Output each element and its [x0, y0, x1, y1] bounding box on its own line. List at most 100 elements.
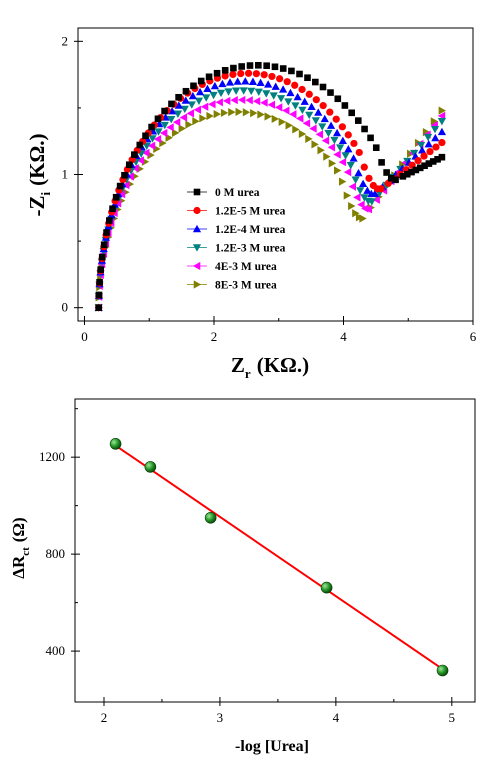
legend-label: 1.2E-3 M urea: [215, 243, 286, 255]
series-point: [100, 241, 108, 249]
series-point: [323, 152, 331, 161]
legend-entry: 1.2E-5 M urea: [187, 206, 286, 218]
series-point: [205, 73, 213, 81]
series-point: [208, 100, 216, 109]
series-point: [195, 87, 205, 96]
series-point: [229, 70, 237, 79]
series-point: [372, 144, 380, 151]
series-point: [319, 83, 327, 91]
series-point: [262, 90, 271, 98]
series-point: [279, 65, 287, 72]
nyquist-x-axis-title: Zr (KΩ.): [231, 353, 309, 381]
series-point: [284, 98, 293, 106]
legend-label: 1.2E-5 M urea: [215, 206, 286, 218]
series-point: [289, 110, 297, 119]
series-point: [392, 176, 399, 184]
series-point: [418, 146, 427, 154]
series-point: [378, 159, 385, 166]
series-point: [298, 129, 307, 139]
series-point: [328, 159, 337, 168]
fit-line: [115, 444, 444, 670]
series-point: [233, 77, 242, 85]
series-point: [202, 94, 211, 102]
series-point: [338, 123, 346, 131]
series-point: [300, 97, 309, 105]
nyquist-chart: 0 2 4 6 0 1 2 0 M urea 1.2E-5 M urea 1.2E-4 M ur…: [25, 27, 477, 381]
series-point: [309, 124, 317, 133]
series-point: [121, 171, 128, 179]
series-point: [338, 136, 347, 145]
series-point: [252, 70, 260, 78]
data-point: [144, 461, 157, 473]
series-point: [242, 108, 251, 117]
series-point: [293, 92, 302, 101]
series-point: [298, 85, 306, 94]
series-point: [430, 125, 440, 134]
series-point: [213, 69, 221, 77]
series-point: [244, 69, 253, 77]
series-point: [112, 193, 120, 201]
series-point: [314, 108, 323, 116]
series-point: [142, 148, 150, 157]
series-point: [197, 77, 205, 85]
series-point: [267, 100, 276, 109]
y-axis-main: -Z: [25, 196, 49, 217]
series-point: [98, 253, 106, 261]
series-point: [148, 123, 155, 131]
legend-label: 4E-3 M urea: [215, 261, 277, 273]
series-point: [213, 110, 222, 119]
series-point: [315, 130, 324, 139]
series-point: [136, 141, 144, 149]
series-point: [416, 164, 424, 172]
x-tick-label: 2: [101, 710, 108, 725]
nyquist-series-marks: [94, 61, 447, 312]
series-point: [125, 161, 133, 169]
series-point: [154, 115, 162, 123]
series-point: [206, 111, 214, 121]
series-point: [182, 87, 190, 95]
series-point: [175, 93, 182, 101]
series-point: [103, 229, 110, 236]
series-point: [268, 72, 276, 81]
nyquist-ticks: 0 2 4 6 0 1 2: [62, 33, 477, 344]
series-point: [352, 209, 360, 218]
series-point: [363, 186, 372, 194]
series-point: [334, 95, 342, 103]
series-point: [430, 117, 439, 126]
series-point: [312, 78, 319, 86]
series-point: [147, 141, 156, 150]
series-point: [190, 82, 197, 90]
series-point: [348, 109, 356, 117]
series-point: [421, 162, 428, 170]
series-point: [237, 95, 246, 105]
series-point: [354, 168, 363, 177]
legend-marker: [192, 261, 201, 271]
series-point: [257, 110, 265, 119]
series-point: [221, 72, 229, 80]
series-point: [312, 96, 320, 104]
series-point: [296, 114, 304, 123]
series-point: [274, 103, 283, 112]
series-point: [203, 84, 212, 92]
series-point: [109, 205, 116, 213]
series-point: [429, 158, 437, 165]
series-point: [403, 170, 411, 178]
calibration-ticks: 2 3 4 5 400 800 1200: [39, 408, 456, 725]
series-point: [255, 61, 262, 69]
series-point: [423, 133, 433, 142]
series-point: [425, 160, 433, 167]
y-tick-label: 0: [62, 300, 69, 315]
series-point: [346, 161, 355, 170]
series-point: [317, 146, 325, 155]
series-point: [167, 107, 177, 115]
x-tick-label: 5: [449, 710, 456, 725]
series-point: [426, 147, 434, 156]
series-point: [199, 114, 207, 123]
series-point: [228, 108, 236, 117]
series-point: [230, 64, 237, 72]
series-point: [341, 152, 350, 160]
series-point: [344, 131, 352, 139]
series-point: [282, 106, 290, 115]
series-point: [260, 98, 268, 107]
series-point: [136, 156, 145, 165]
